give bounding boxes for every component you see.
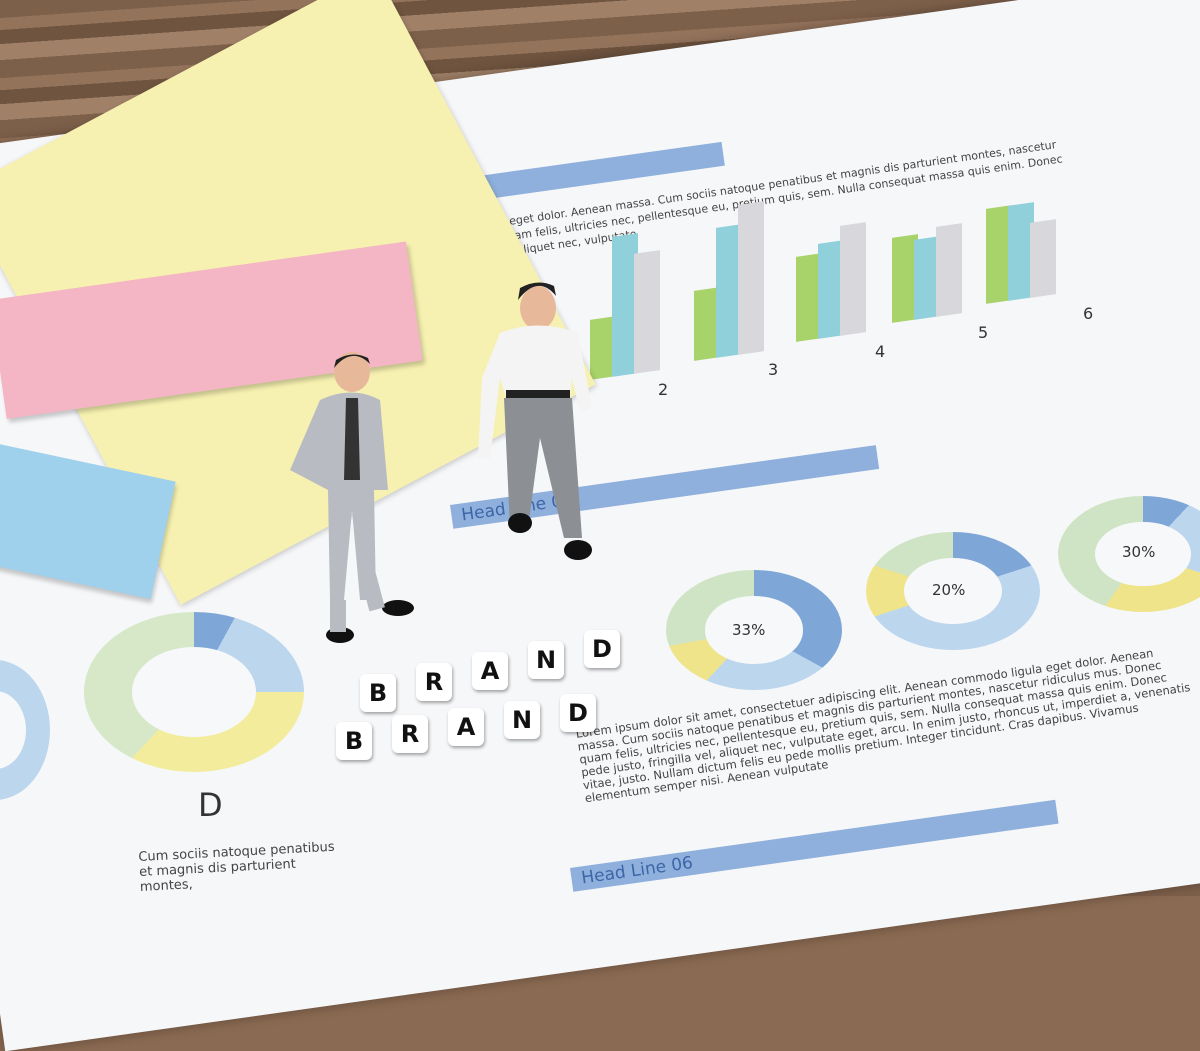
letter-cube: R — [416, 663, 452, 701]
letter-cube: A — [472, 652, 508, 690]
bar-gray — [634, 250, 660, 374]
bar-label: 6 — [1083, 304, 1094, 323]
donut-label: 30% — [1122, 543, 1156, 561]
letter-cube: R — [392, 715, 428, 753]
bar-label: 4 — [875, 342, 886, 361]
letter-cube: N — [504, 701, 540, 739]
bar-label: 2 — [658, 380, 669, 399]
letter-cube: N — [528, 641, 564, 679]
bar-gray — [1030, 219, 1056, 298]
letter-cube: D — [560, 694, 596, 732]
donut-label: 33% — [732, 621, 766, 639]
bar-gray — [840, 222, 866, 336]
figurine-white-shirt — [478, 282, 592, 560]
letter-cube: A — [448, 708, 484, 746]
pie-chart — [84, 612, 304, 772]
letter-cube: B — [336, 722, 372, 760]
bar-label: 3 — [768, 360, 779, 379]
letter-cube: B — [360, 674, 396, 712]
donut-chart-20 — [866, 532, 1040, 650]
bar-label: 5 — [978, 323, 989, 342]
bar-gray — [936, 223, 962, 317]
donut-chart-30 — [1058, 496, 1200, 612]
bar-gray — [738, 201, 764, 355]
pie-label: D — [198, 786, 223, 824]
donut-label: 20% — [932, 581, 966, 599]
figurine-suit — [290, 352, 414, 643]
letter-cube: D — [584, 630, 620, 668]
donut-chart-33 — [666, 570, 842, 690]
